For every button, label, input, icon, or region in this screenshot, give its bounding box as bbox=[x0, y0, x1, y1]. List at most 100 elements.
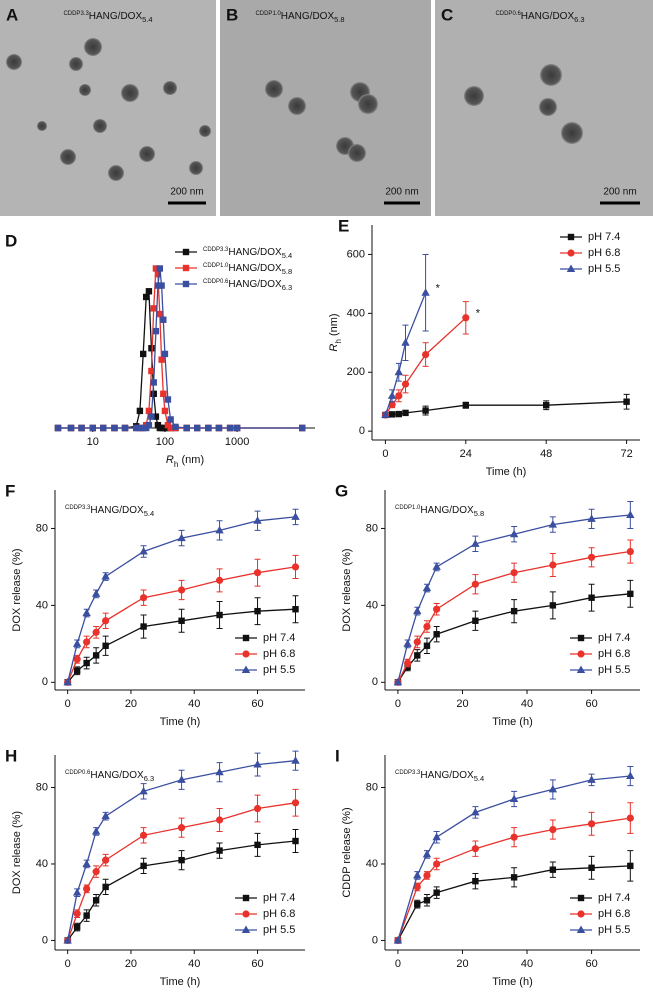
y-tick-label: 0 bbox=[372, 676, 378, 688]
marker bbox=[402, 409, 409, 417]
chart-title: CDDP3.3HANG/DOX5.4 bbox=[65, 505, 154, 519]
marker bbox=[510, 874, 518, 881]
marker bbox=[215, 767, 224, 776]
marker bbox=[215, 424, 223, 432]
y-tick-label: 600 bbox=[347, 248, 365, 260]
marker bbox=[471, 845, 479, 853]
label-part: CDDP3.3 bbox=[203, 247, 229, 253]
legend-marker bbox=[567, 249, 575, 257]
marker bbox=[132, 424, 140, 432]
marker bbox=[83, 638, 91, 646]
marker bbox=[121, 424, 129, 432]
marker bbox=[160, 390, 167, 398]
legend-label: pH 7.4 bbox=[588, 231, 620, 243]
x-tick-label: 40 bbox=[521, 958, 533, 970]
panel-letter: H bbox=[5, 746, 17, 765]
series: * pH 5.5 bbox=[381, 253, 620, 418]
x-tick-label: 0 bbox=[382, 448, 388, 460]
label-part: HANG/DOX bbox=[420, 770, 474, 781]
marker bbox=[140, 594, 148, 602]
legend-marker bbox=[577, 894, 585, 902]
chart: F 0 20 40 60 0 40 80 Time (h) DOX release (%) CDDP… bbox=[5, 481, 305, 728]
marker bbox=[226, 424, 234, 432]
chart: I 0 20 40 60 0 40 80 Time (h) CDDP release (%) CDD… bbox=[335, 746, 640, 988]
marker bbox=[422, 849, 432, 858]
x-tick-label: 72 bbox=[620, 448, 632, 460]
panel-letter: F bbox=[5, 481, 15, 500]
series: pH 7.4 bbox=[64, 829, 299, 944]
legend-marker bbox=[242, 910, 250, 918]
marker bbox=[154, 282, 162, 289]
marker bbox=[292, 606, 299, 613]
panel-letter: D bbox=[5, 231, 17, 250]
marker bbox=[433, 860, 441, 868]
chart: H 0 20 40 60 0 40 80 Time (h) DOX release (%) CDDP… bbox=[5, 746, 305, 988]
tem-image-c: C CDDP0.6HANG/DOX6.3 200 nm bbox=[435, 0, 653, 216]
panel-letter: A bbox=[6, 5, 18, 24]
x-axis-label: Time (h) bbox=[160, 716, 201, 728]
y-tick-label: 40 bbox=[366, 599, 378, 611]
marker bbox=[72, 888, 82, 896]
y-tick-label: 0 bbox=[359, 425, 365, 437]
series-line bbox=[67, 760, 296, 941]
series: CDDP0.6HANG/DOX6.3 bbox=[54, 265, 306, 432]
marker bbox=[82, 608, 91, 617]
label-part: CDDP3.3 bbox=[395, 770, 421, 776]
marker bbox=[291, 512, 300, 520]
marker bbox=[177, 586, 186, 594]
marker bbox=[548, 520, 558, 528]
marker bbox=[292, 837, 299, 845]
chart-title: CDDP1.0HANG/DOX5.8 bbox=[395, 505, 484, 519]
legend-label: CDDP3.3HANG/DOX5.4 bbox=[203, 247, 292, 261]
marker bbox=[102, 883, 109, 891]
marker bbox=[102, 856, 110, 864]
label-part: CDDP1.0 bbox=[395, 505, 421, 511]
marker bbox=[433, 631, 440, 638]
marker bbox=[587, 514, 596, 522]
x-tick-label: 40 bbox=[188, 698, 200, 710]
legend-marker bbox=[577, 650, 585, 658]
label-part: CDDP3.3 bbox=[65, 505, 91, 511]
legend-marker bbox=[576, 925, 586, 933]
marker bbox=[73, 910, 81, 918]
legend-marker bbox=[242, 650, 250, 658]
marker bbox=[291, 799, 300, 807]
label-part: 5.8 bbox=[282, 267, 292, 276]
marker bbox=[509, 529, 519, 538]
marker bbox=[587, 553, 596, 561]
marker bbox=[136, 424, 144, 432]
marker bbox=[253, 804, 262, 813]
legend-label: pH 7.4 bbox=[263, 632, 295, 644]
marker bbox=[626, 771, 635, 780]
marker bbox=[549, 866, 557, 873]
marker bbox=[626, 510, 635, 518]
label-part: h bbox=[174, 460, 179, 469]
legend-label: pH 5.5 bbox=[263, 664, 295, 676]
label-part: HANG/DOX bbox=[521, 11, 575, 22]
marker bbox=[215, 525, 224, 534]
marker bbox=[423, 897, 431, 904]
legend-label: pH 7.4 bbox=[598, 892, 630, 904]
marker bbox=[401, 338, 410, 346]
marker bbox=[156, 310, 164, 318]
marker bbox=[92, 897, 100, 904]
marker bbox=[140, 862, 147, 870]
marker bbox=[413, 638, 421, 646]
series: pH 6.8 bbox=[394, 539, 634, 686]
label-part: 5.4 bbox=[142, 15, 152, 24]
label-part: CDDP0.6 bbox=[495, 11, 521, 17]
label-part: h bbox=[334, 339, 343, 344]
marker bbox=[395, 410, 402, 418]
x-tick-label: 100 bbox=[156, 436, 174, 448]
marker bbox=[387, 391, 397, 399]
series-line bbox=[58, 268, 303, 429]
marker bbox=[623, 398, 630, 405]
label-part: 5.8 bbox=[474, 509, 484, 518]
label-part: R bbox=[166, 454, 174, 466]
marker bbox=[145, 407, 153, 415]
x-tick-label: 40 bbox=[521, 698, 533, 710]
marker bbox=[152, 265, 160, 272]
marker bbox=[388, 411, 396, 418]
label-part: HANG/DOX bbox=[90, 770, 144, 781]
